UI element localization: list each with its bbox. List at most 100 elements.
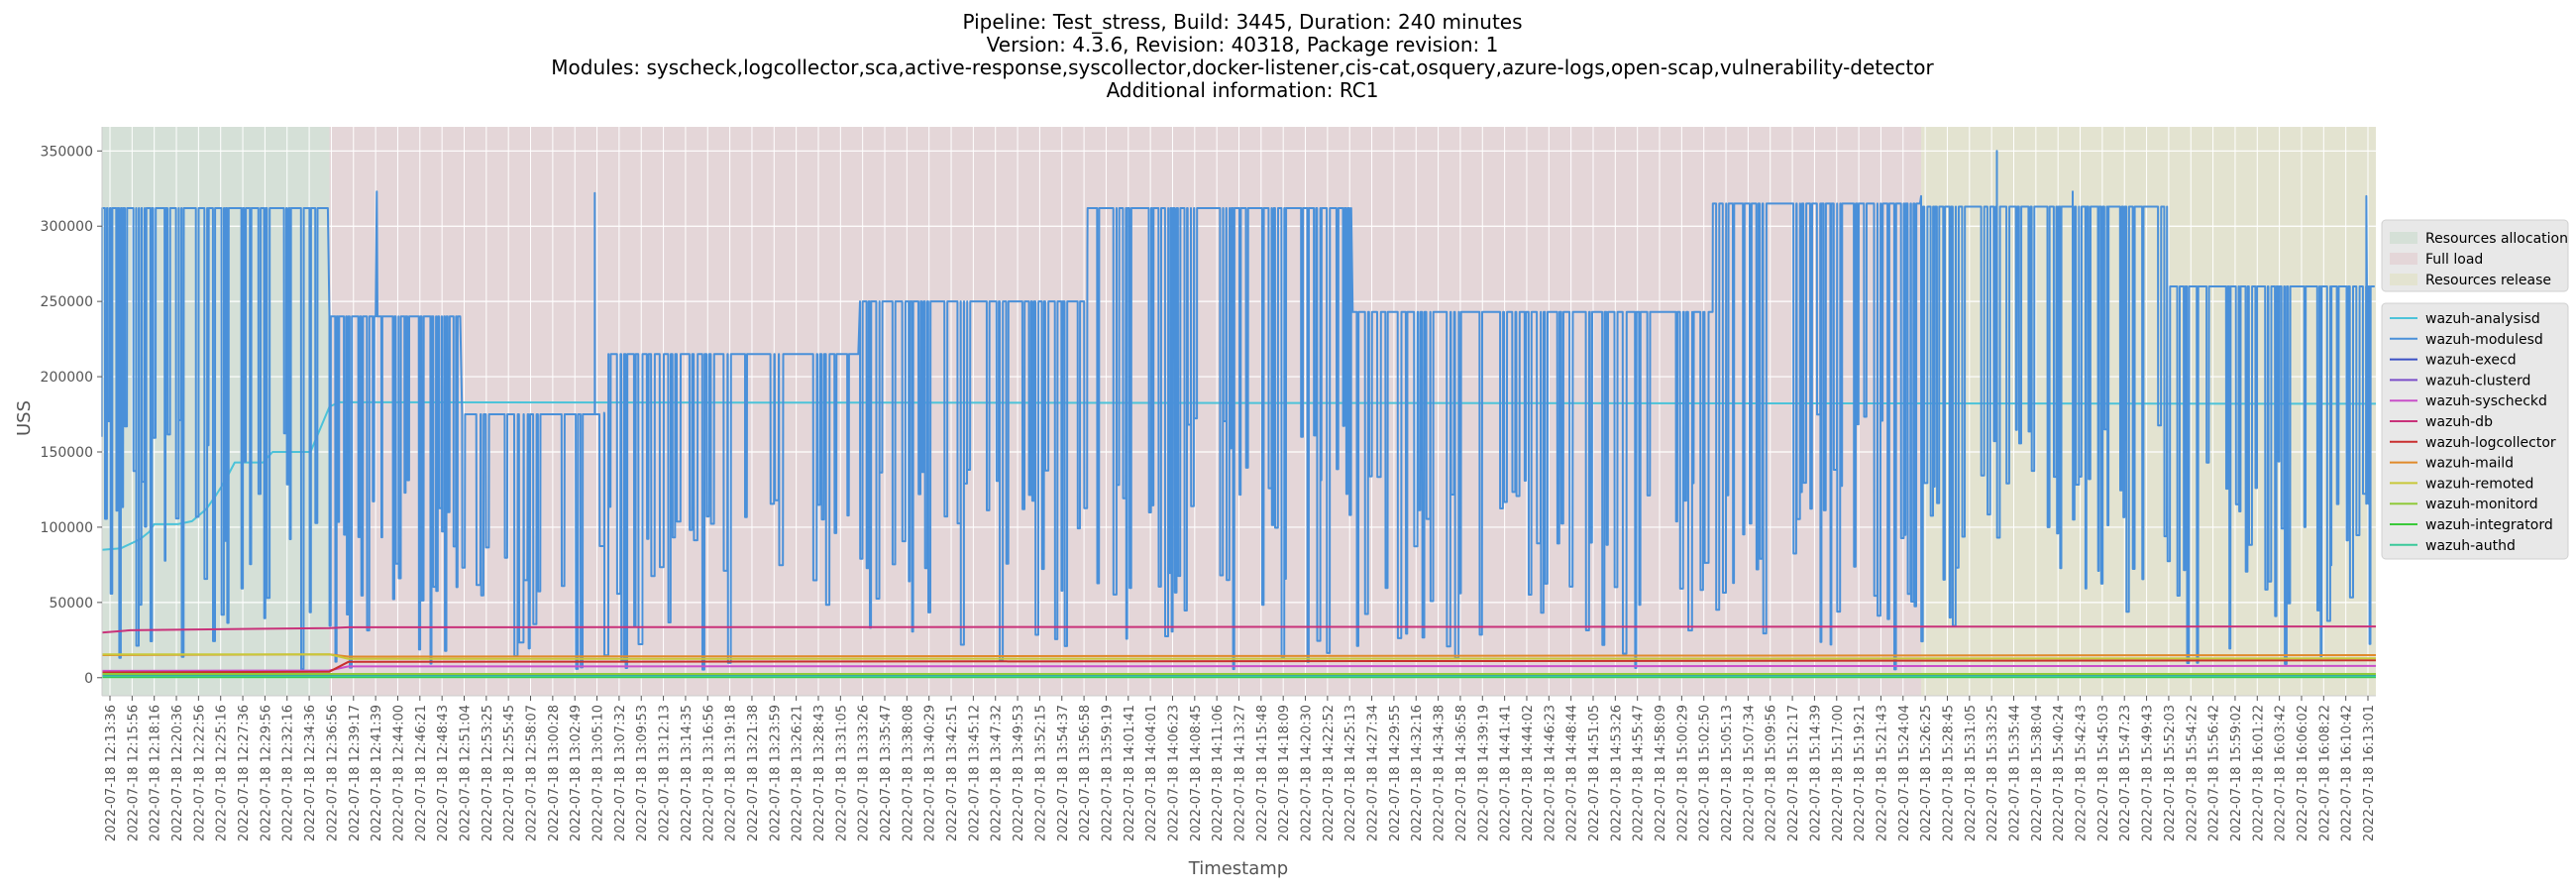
x-tick-label: 2022-07-18 14:11:06 (1211, 705, 1226, 841)
x-tick-label: 2022-07-18 12:55:45 (502, 705, 517, 841)
x-tick-label: 2022-07-18 13:45:12 (967, 705, 982, 841)
x-tick-label: 2022-07-18 12:51:04 (459, 705, 474, 841)
x-tick-label: 2022-07-18 14:48:44 (1565, 705, 1580, 841)
x-tick-label: 2022-07-18 12:27:36 (237, 705, 252, 841)
y-tick-label: 300000 (41, 219, 93, 235)
x-tick-label: 2022-07-18 15:07:34 (1742, 705, 1757, 841)
x-tick-label: 2022-07-18 13:26:21 (791, 705, 805, 841)
x-tick-label: 2022-07-18 15:28:45 (1942, 705, 1957, 841)
x-tick-label: 2022-07-18 15:38:04 (2030, 705, 2045, 841)
x-tick-label: 2022-07-18 13:47:32 (990, 705, 1005, 841)
x-tick-label: 2022-07-18 14:41:41 (1499, 705, 1514, 841)
x-tick-label: 2022-07-18 13:49:53 (1012, 705, 1026, 841)
chart-title: Pipeline: Test_stress, Build: 3445, Dura… (551, 10, 1934, 102)
title-line: Version: 4.3.6, Revision: 40318, Package… (987, 33, 1499, 56)
x-tick-label: 2022-07-18 14:55:47 (1632, 705, 1647, 841)
x-tick-label: 2022-07-18 14:13:27 (1234, 705, 1248, 841)
x-tick-label: 2022-07-18 13:07:32 (613, 705, 628, 841)
x-tick-label: 2022-07-18 13:54:37 (1056, 705, 1071, 841)
x-tick-label: 2022-07-18 14:08:45 (1189, 705, 1204, 841)
x-tick-label: 2022-07-18 14:36:58 (1454, 705, 1469, 841)
x-tick-label: 2022-07-18 13:59:19 (1100, 705, 1115, 841)
series-line-wazuh-db (101, 625, 2377, 634)
x-tick-label: 2022-07-18 15:49:43 (2141, 705, 2156, 841)
legend-series-label: wazuh-monitord (2425, 497, 2538, 512)
x-tick-label: 2022-07-18 13:35:47 (879, 705, 894, 841)
x-tick-label: 2022-07-18 12:25:16 (215, 705, 230, 841)
x-tick-label: 2022-07-18 15:56:42 (2207, 705, 2222, 841)
x-tick-label: 2022-07-18 13:31:05 (834, 705, 849, 841)
x-tick-label: 2022-07-18 15:02:50 (1698, 705, 1713, 841)
x-tick-label: 2022-07-18 13:16:56 (701, 705, 716, 841)
legend-phase-swatch (2390, 232, 2417, 244)
x-tick-label: 2022-07-18 14:39:19 (1476, 705, 1491, 841)
x-tick-label: 2022-07-18 15:31:05 (1964, 705, 1979, 841)
x-tick-label: 2022-07-18 14:34:38 (1433, 705, 1448, 841)
legend-series-label: wazuh-syscheckd (2425, 393, 2547, 409)
x-tick-label: 2022-07-18 13:42:51 (945, 705, 960, 841)
x-tick-label: 2022-07-18 14:51:05 (1587, 705, 1602, 841)
x-tick-label: 2022-07-18 14:04:01 (1144, 705, 1159, 841)
x-tick-label: 2022-07-18 12:20:36 (170, 705, 185, 841)
legend-series-label: wazuh-remoted (2425, 476, 2533, 492)
title-line: Pipeline: Test_stress, Build: 3445, Dura… (962, 10, 1522, 34)
axes: 0 50000 100000 150000 200000 250000 300000 3500… (41, 127, 2377, 841)
x-tick-label: 2022-07-18 15:05:13 (1720, 705, 1735, 841)
x-tick-label: 2022-07-18 16:01:22 (2251, 705, 2266, 841)
x-tick-label: 2022-07-18 12:36:56 (325, 705, 340, 841)
x-tick-label: 2022-07-18 14:01:41 (1123, 705, 1137, 841)
x-tick-label: 2022-07-18 15:40:24 (2052, 705, 2067, 841)
x-tick-label: 2022-07-18 12:13:36 (104, 705, 119, 841)
x-tick-label: 2022-07-18 16:10:42 (2340, 705, 2355, 841)
x-tick-label: 2022-07-18 12:15:56 (126, 705, 141, 841)
x-tick-label: 2022-07-18 13:12:13 (658, 705, 673, 841)
legend: Resources allocation Full load Resources r… (2381, 219, 2569, 560)
x-tick-label: 2022-07-18 15:17:00 (1831, 705, 1846, 841)
x-tick-label: 2022-07-18 12:29:56 (259, 705, 273, 841)
series-line-wazuh-modulesd (101, 150, 2376, 671)
x-tick-label: 2022-07-18 12:34:36 (303, 705, 318, 841)
series-line-wazuh-logcollector (101, 659, 2377, 674)
y-tick-label: 250000 (41, 294, 93, 310)
x-tick-label: 2022-07-18 14:58:09 (1654, 705, 1668, 841)
legend-series-label: wazuh-analysisd (2425, 311, 2540, 327)
legend-phase-label: Resources release (2425, 273, 2551, 288)
x-tick-label: 2022-07-18 14:15:48 (1255, 705, 1270, 841)
x-tick-label: 2022-07-18 12:22:56 (192, 705, 207, 841)
x-tick-label: 2022-07-18 14:32:16 (1410, 705, 1425, 841)
x-tick-label: 2022-07-18 14:44:02 (1521, 705, 1536, 841)
x-tick-label: 2022-07-18 13:33:26 (857, 705, 872, 841)
x-tick-label: 2022-07-18 15:54:22 (2185, 705, 2200, 841)
legend-phase-label: Resources allocation (2425, 231, 2568, 247)
legend-series-label: wazuh-clusterd (2425, 373, 2530, 389)
x-tick-label: 2022-07-18 12:18:16 (149, 705, 163, 841)
x-tick-label: 2022-07-18 15:24:04 (1897, 705, 1912, 841)
legend-series-label: wazuh-db (2425, 414, 2493, 430)
x-tick-label: 2022-07-18 14:53:26 (1609, 705, 1624, 841)
y-tick-label: 150000 (41, 445, 93, 461)
x-tick-label: 2022-07-18 13:23:59 (768, 705, 783, 841)
x-tick-label: 2022-07-18 12:44:00 (392, 705, 407, 841)
x-tick-label: 2022-07-18 13:00:28 (547, 705, 562, 841)
x-tick-label: 2022-07-18 14:27:34 (1366, 705, 1381, 841)
x-tick-label: 2022-07-18 13:52:15 (1033, 705, 1048, 841)
x-tick-label: 2022-07-18 15:45:03 (2096, 705, 2111, 841)
y-axis-label: USS (14, 400, 35, 436)
legend-phase-swatch (2390, 274, 2417, 285)
x-tick-label: 2022-07-18 14:06:23 (1167, 705, 1182, 841)
legend-phase-swatch (2390, 253, 2417, 265)
x-tick-label: 2022-07-18 13:40:29 (923, 705, 938, 841)
x-tick-label: 2022-07-18 12:46:21 (414, 705, 429, 841)
legend-series-label: wazuh-authd (2425, 538, 2516, 554)
x-tick-label: 2022-07-18 15:52:03 (2163, 705, 2178, 841)
x-tick-label: 2022-07-18 15:59:02 (2229, 705, 2244, 841)
legend-series-label: wazuh-modulesd (2425, 332, 2543, 348)
y-tick-label: 0 (84, 671, 93, 687)
x-tick-label: 2022-07-18 14:18:09 (1277, 705, 1292, 841)
legend-series-label: wazuh-maild (2425, 456, 2514, 472)
y-tick-label: 200000 (41, 370, 93, 386)
x-tick-label: 2022-07-18 15:09:56 (1765, 705, 1779, 841)
x-tick-label: 2022-07-18 12:53:25 (481, 705, 495, 841)
x-tick-label: 2022-07-18 15:33:25 (1986, 705, 2000, 841)
x-tick-label: 2022-07-18 15:26:25 (1919, 705, 1934, 841)
